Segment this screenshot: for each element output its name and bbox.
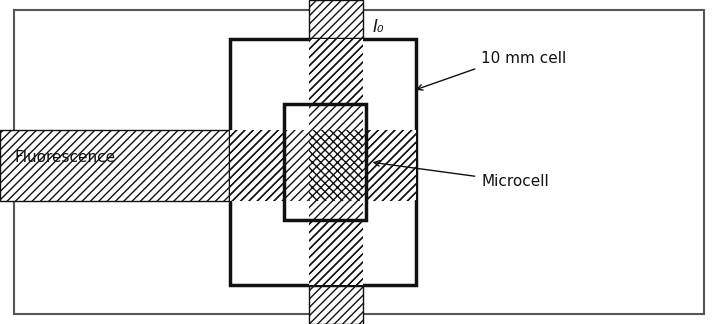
Bar [309,130,363,201]
Bar [309,0,363,39]
Bar [309,104,363,130]
Text: I₀: I₀ [373,17,384,36]
Bar [309,201,363,220]
Bar [309,39,363,285]
Bar [284,104,366,220]
Bar [230,39,416,285]
Bar [230,130,416,201]
Bar [363,130,366,201]
Bar [284,104,366,220]
Bar [0,130,230,201]
Bar [284,130,309,201]
Text: Fluorescence: Fluorescence [14,150,116,165]
Text: 10 mm cell: 10 mm cell [481,51,567,66]
Bar [230,130,416,201]
Bar [309,39,363,285]
Text: Microcell: Microcell [481,174,549,189]
Bar [309,285,363,324]
